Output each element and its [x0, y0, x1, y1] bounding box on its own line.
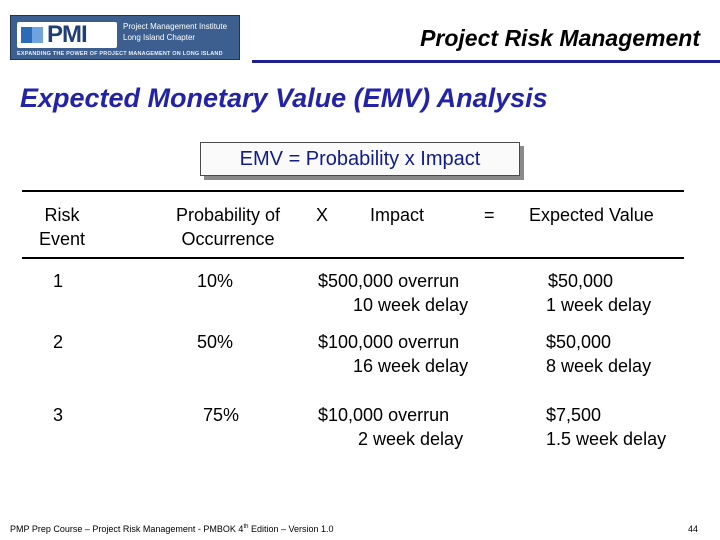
header-risk-event-line2: Event — [38, 229, 86, 249]
page-number: 44 — [687, 524, 698, 534]
header-probability: Probability of Occurrence — [160, 203, 296, 251]
row-1-expected: $50,000 1 week delay — [546, 269, 651, 317]
table-top-rule — [22, 190, 684, 192]
flag-icon — [21, 27, 43, 43]
row-2-expected: $50,000 8 week delay — [546, 330, 651, 378]
row-3-impact-cost: $10,000 overrun — [318, 405, 450, 425]
row-2-expected-cost: $50,000 — [546, 332, 612, 352]
footer-superscript: th — [243, 524, 249, 530]
row-3-impact-schedule: 2 week delay — [358, 429, 464, 449]
row-1-impact-cost: $500,000 overrun — [318, 271, 460, 291]
row-2-impact-schedule: 16 week delay — [353, 356, 469, 376]
header-probability-line1: Probability of — [175, 205, 281, 225]
row-2-impact: $100,000 overrun 16 week delay — [318, 330, 468, 378]
row-2-expected-schedule: 8 week delay — [546, 356, 652, 376]
row-1-impact: $500,000 overrun 10 week delay — [318, 269, 468, 317]
row-2-event: 2 — [53, 332, 64, 352]
row-2-probability: 50% — [197, 332, 234, 352]
header-risk-event: Risk Event — [22, 203, 102, 251]
row-3-impact: $10,000 overrun 2 week delay — [318, 403, 463, 451]
footer-text: PMP Prep Course – Project Risk Managemen… — [10, 524, 334, 535]
header-equals: = — [484, 205, 495, 225]
row-1-probability: 10% — [197, 271, 234, 291]
logo-org-name: Project Management Institute — [123, 22, 228, 31]
row-3-expected-schedule: 1.5 week delay — [546, 429, 667, 449]
footer-text-edition: Edition – Version 1.0 — [248, 524, 334, 534]
table-header-rule — [22, 257, 684, 259]
header-title: Project Risk Management — [420, 25, 700, 51]
row-2-impact-cost: $100,000 overrun — [318, 332, 460, 352]
header-probability-line2: Occurrence — [181, 229, 275, 249]
footer-text-main: PMP Prep Course – Project Risk Managemen… — [10, 524, 244, 534]
logo-chapter-name: Long Island Chapter — [123, 33, 196, 42]
pmi-wordmark: PMI — [47, 21, 88, 48]
row-3-expected-cost: $7,500 — [546, 405, 602, 425]
formula-box: EMV = Probability x Impact — [200, 142, 520, 176]
slide-title: Expected Monetary Value (EMV) Analysis — [20, 83, 548, 113]
formula-text: EMV = Probability x Impact — [239, 148, 481, 170]
header-risk-event-line1: Risk — [44, 205, 80, 225]
logo-tagline: EXPANDING THE POWER OF PROJECT MANAGEMEN… — [17, 51, 223, 57]
pmi-logo: PMI Project Management Institute Long Is… — [10, 15, 240, 60]
header-times: X — [316, 205, 329, 225]
header-impact: Impact — [370, 205, 425, 225]
header-expected-value: Expected Value — [529, 205, 654, 225]
row-1-impact-schedule: 10 week delay — [353, 295, 469, 315]
header-divider — [252, 60, 720, 63]
pmi-logo-mark: PMI — [17, 22, 117, 48]
row-3-probability: 75% — [203, 405, 240, 425]
row-3-event: 3 — [53, 405, 64, 425]
row-1-event: 1 — [53, 271, 64, 291]
row-3-expected: $7,500 1.5 week delay — [546, 403, 666, 451]
row-1-expected-schedule: 1 week delay — [546, 295, 652, 315]
row-1-expected-cost: $50,000 — [548, 271, 614, 291]
